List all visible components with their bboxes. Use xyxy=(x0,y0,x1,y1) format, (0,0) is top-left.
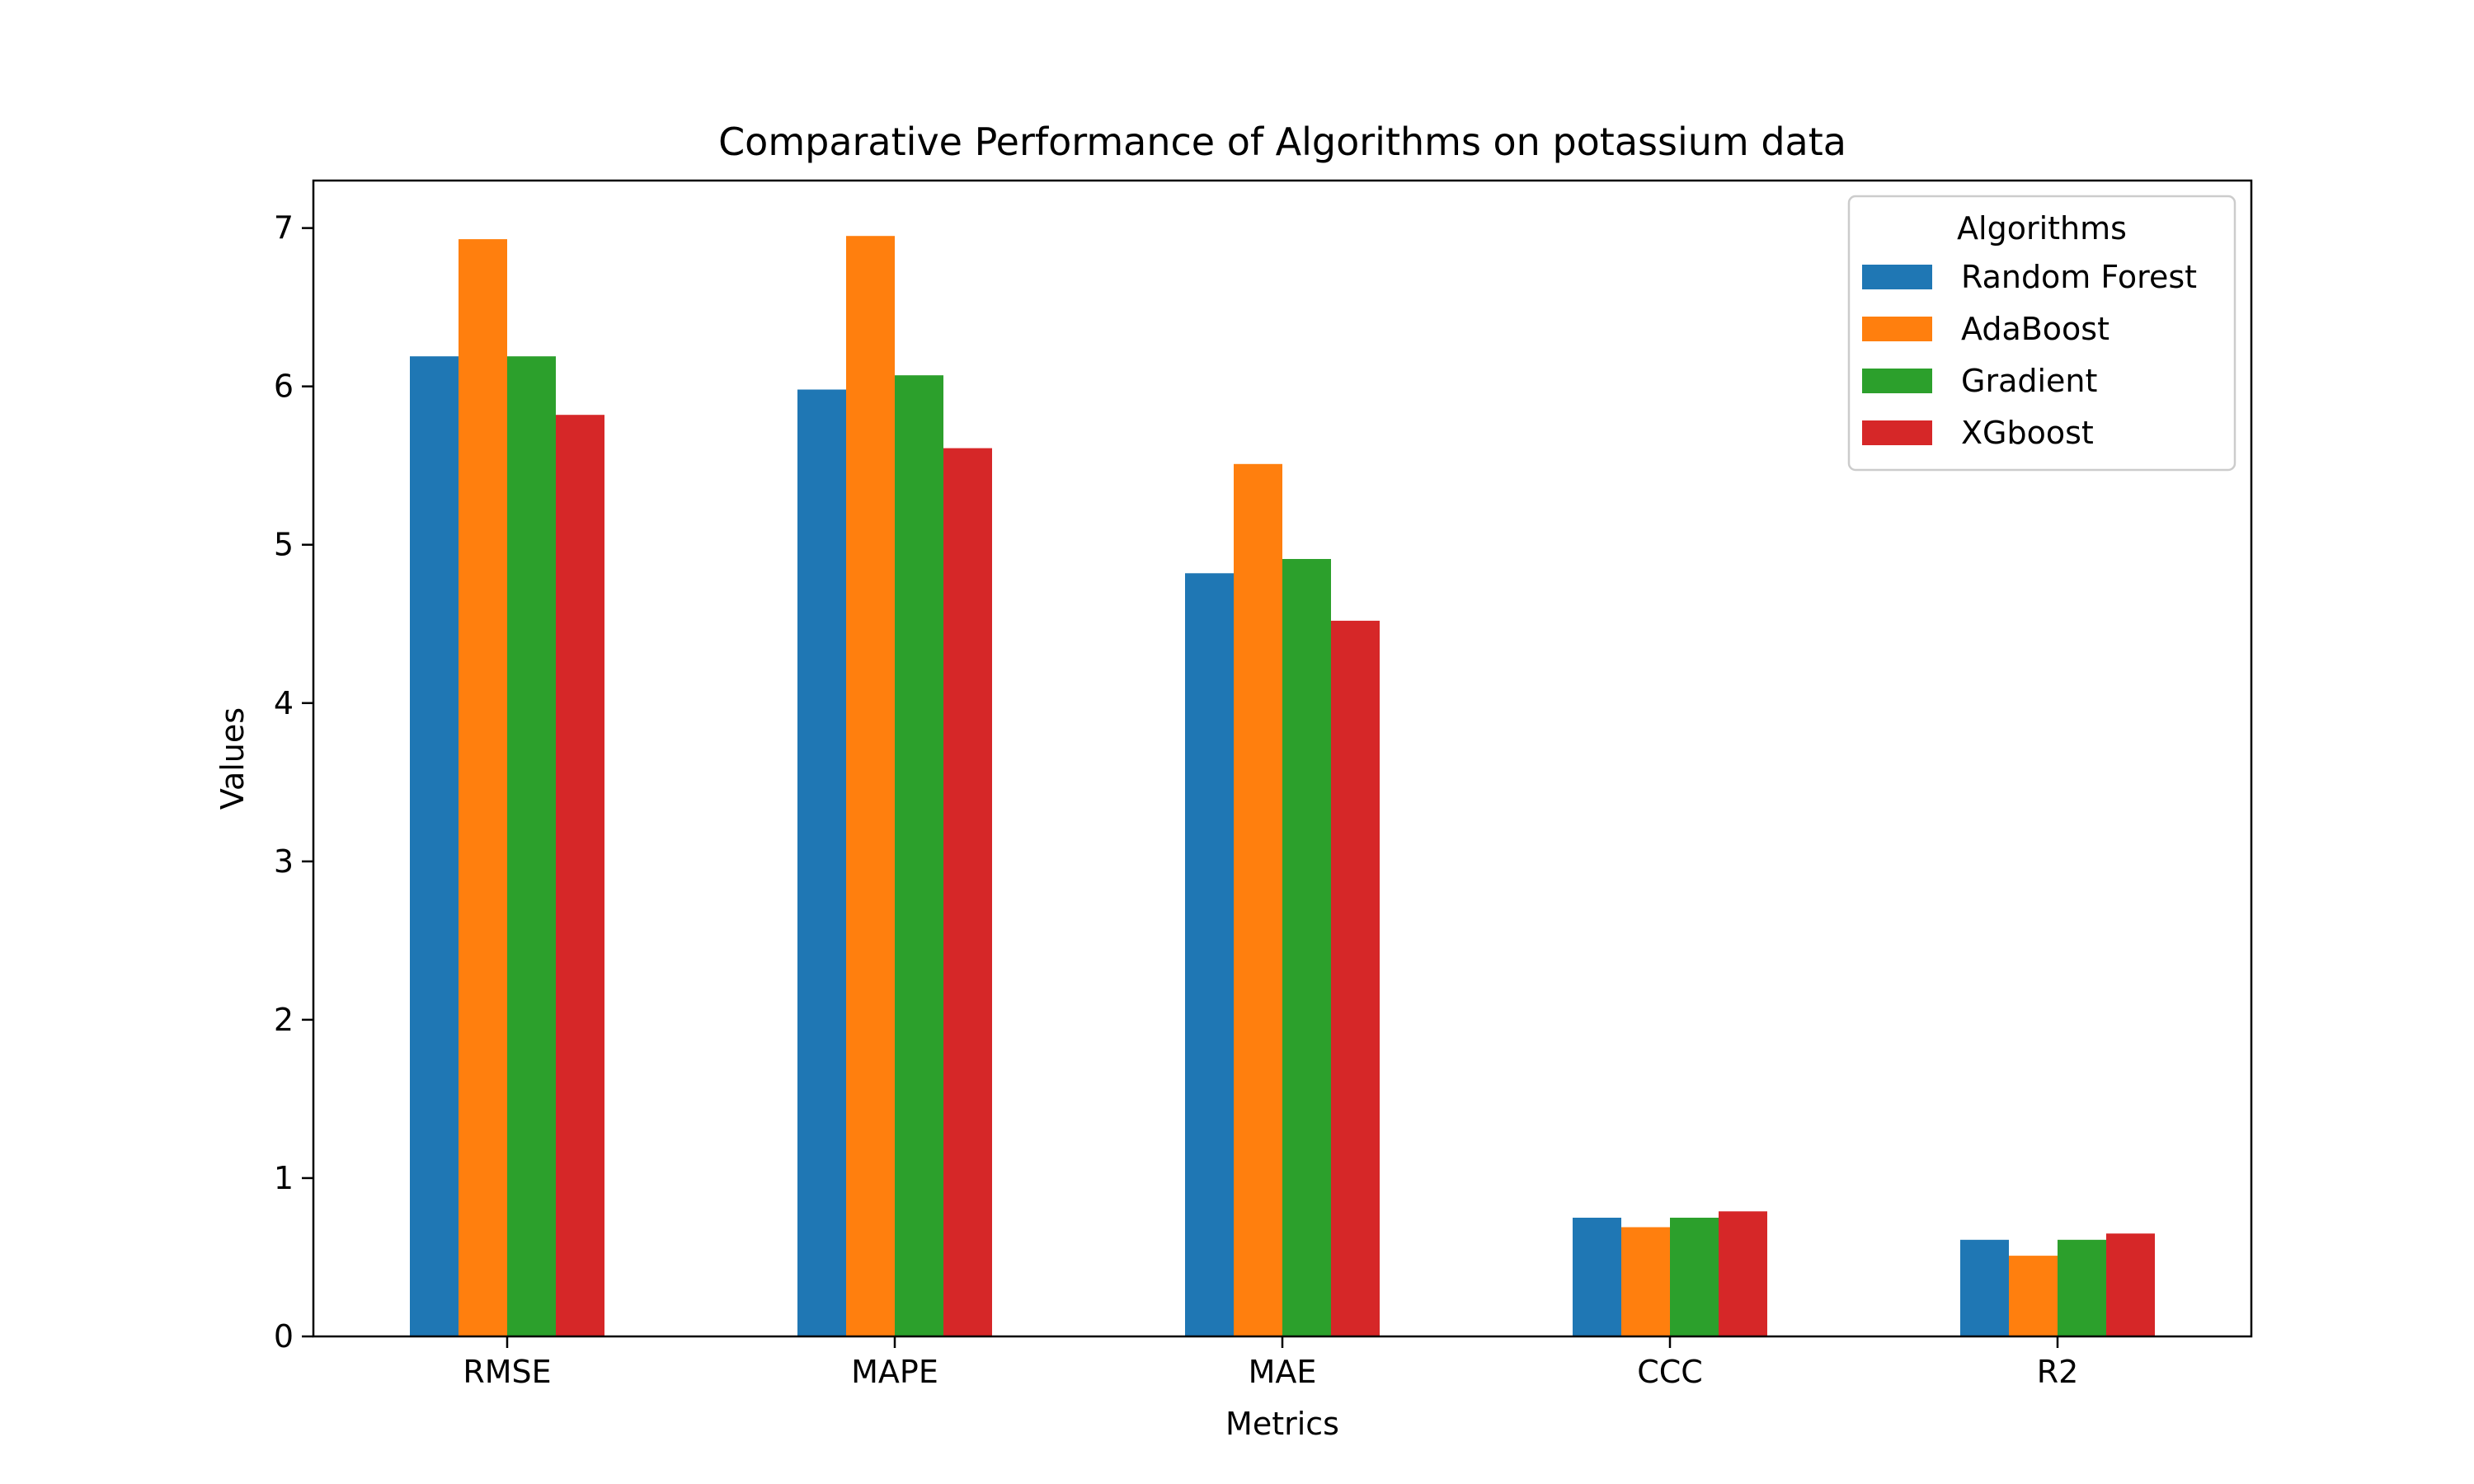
bar xyxy=(556,415,604,1337)
legend-title: Algorithms xyxy=(1957,210,2127,247)
bar xyxy=(1719,1211,1767,1336)
bar xyxy=(1621,1227,1670,1336)
bar xyxy=(846,236,895,1337)
legend-swatch xyxy=(1862,369,1932,393)
y-tick-label: 1 xyxy=(274,1160,294,1196)
x-axis: RMSE MAPE MAE CCC R2 xyxy=(463,1336,2078,1390)
y-axis-label: Values xyxy=(214,707,251,810)
y-tick-label: 2 xyxy=(274,1002,294,1038)
x-tick-label: MAE xyxy=(1249,1354,1317,1390)
x-tick-label: RMSE xyxy=(463,1354,551,1390)
bar xyxy=(1670,1218,1719,1336)
y-tick-label: 3 xyxy=(274,843,294,880)
y-tick-label: 0 xyxy=(274,1318,294,1355)
bar xyxy=(410,356,459,1337)
legend-items: Random Forest AdaBoost Gradient XGboost xyxy=(1862,259,2197,451)
legend-item-label: XGboost xyxy=(1961,415,2094,451)
x-axis-label: Metrics xyxy=(1225,1406,1339,1442)
bar xyxy=(1234,463,1282,1336)
y-tick-label: 6 xyxy=(274,369,294,405)
bar xyxy=(1282,559,1331,1336)
bar xyxy=(507,356,556,1337)
bar xyxy=(2009,1256,2058,1336)
bar xyxy=(943,448,992,1336)
legend-swatch xyxy=(1862,420,1932,445)
bar xyxy=(1960,1239,2009,1336)
bar xyxy=(2106,1233,2155,1336)
x-tick-label: CCC xyxy=(1637,1354,1703,1390)
legend-item-label: Gradient xyxy=(1961,363,2097,399)
bar xyxy=(1573,1218,1621,1336)
bar xyxy=(1185,573,1234,1336)
legend-item-label: Random Forest xyxy=(1961,259,2197,295)
y-tick-label: 7 xyxy=(274,210,294,247)
bar xyxy=(1331,620,1380,1336)
legend-frame xyxy=(1847,195,2236,472)
y-tick-label: 5 xyxy=(274,527,294,563)
bar xyxy=(895,375,943,1337)
chart-title: Comparative Performance of Algorithms on… xyxy=(718,120,1846,164)
legend: Algorithms Random Forest AdaBoost Gradient… xyxy=(1847,195,2236,472)
x-tick-label: R2 xyxy=(2037,1354,2079,1390)
y-tick-label: 4 xyxy=(274,685,294,721)
legend-item-label: AdaBoost xyxy=(1961,311,2109,347)
bars-group xyxy=(410,236,2155,1337)
y-axis: 0 1 2 3 4 5 6 7 xyxy=(274,210,313,1355)
bar xyxy=(459,239,507,1337)
bar xyxy=(797,389,846,1336)
bar xyxy=(2058,1239,2106,1336)
x-tick-label: MAPE xyxy=(851,1354,938,1390)
legend-swatch xyxy=(1862,317,1932,341)
legend-swatch xyxy=(1862,265,1932,289)
